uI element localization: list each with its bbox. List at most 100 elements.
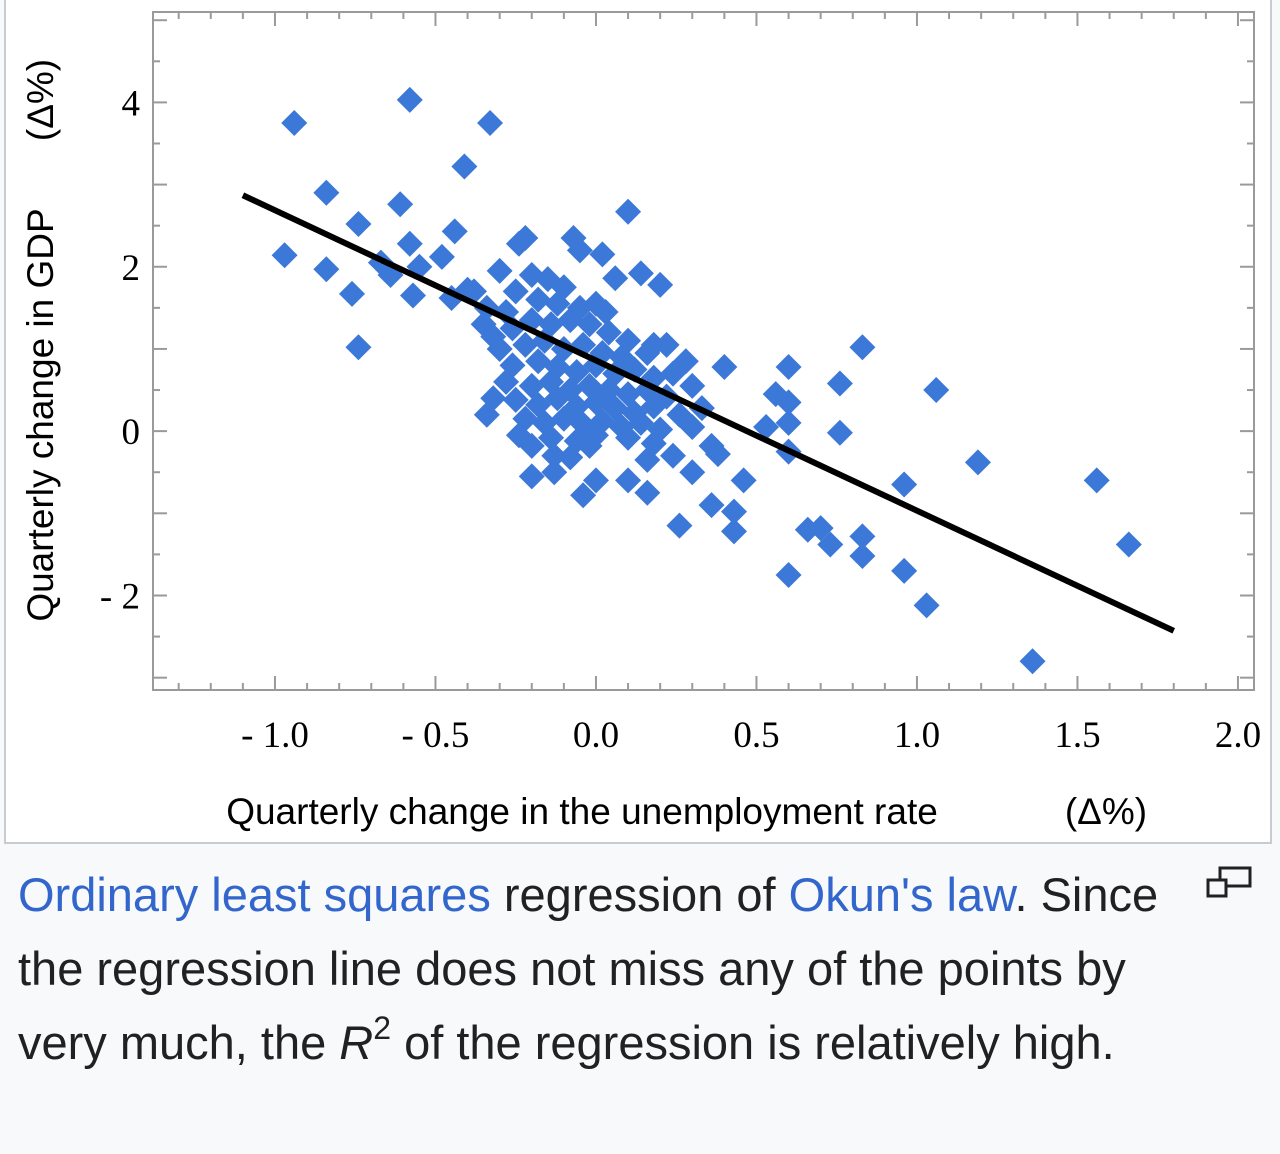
x-tick-label: 2.0 [1215,715,1261,756]
data-point [550,405,577,432]
enlarge-icon[interactable] [1206,866,1252,898]
link-ordinary-least-squares[interactable]: Ordinary least squares [18,868,491,921]
x-tick-label: 0.5 [733,715,779,756]
data-point [849,334,876,361]
data-point [615,424,642,451]
data-point [576,432,603,459]
data-point [666,512,693,539]
r-variable: R [339,1016,374,1069]
x-tick-label: - 1.0 [241,715,309,756]
data-point [775,409,802,436]
data-point [826,419,853,446]
y-axis: - 2 0 2 4 [100,19,1254,679]
data-point [775,354,802,381]
data-point [518,463,545,490]
data-point [339,280,366,307]
data-point [817,531,844,558]
data-point [387,191,414,218]
x-tick-label: 0.0 [573,715,619,756]
data-point [502,386,529,413]
y-axis-unit: (Δ%) [20,59,61,141]
x-axis-unit: (Δ%) [1065,791,1147,832]
data-point [582,467,609,494]
data-point [1083,467,1110,494]
y-tick-label: 0 [122,412,141,453]
data-point [345,211,372,238]
data-point [849,523,876,550]
data-point [640,393,667,420]
data-point [428,243,455,270]
caption-text: regression of [490,868,789,921]
data-point [698,492,725,519]
x-axis: - 1.0 - 0.5 0.0 0.5 1.0 1.5 2.0 [177,12,1261,756]
data-point [541,442,568,469]
data-point [595,319,622,346]
data-point [704,441,731,468]
plot-area [152,11,1255,691]
data-point [660,442,687,469]
data-point [891,557,918,584]
y-tick-label: 4 [122,83,141,124]
data-point [660,360,687,387]
caption-text: . Since the regression line does not mis… [18,868,1159,1069]
data-point [826,370,853,397]
data-point [602,265,629,292]
data-point [627,260,654,287]
data-point [493,368,520,395]
y-axis-title: Quarterly change in GDP [20,208,61,621]
caption-text: of the regression is relatively high. [391,1016,1115,1069]
data-point [576,311,603,338]
data-point [720,498,747,525]
data-point [396,86,423,113]
data-point [964,449,991,476]
data-point [544,385,571,412]
data-point [451,153,478,180]
data-point [441,218,468,245]
data-point [541,459,568,486]
data-point [679,414,706,441]
data-point [512,331,539,358]
data-point [720,518,747,545]
data-point [589,241,616,268]
data-point [345,334,372,361]
y-tick-label: - 2 [100,576,140,617]
regression-line [241,192,1176,634]
data-point [891,471,918,498]
data-point [640,331,667,358]
x-tick-label: 1.0 [894,715,940,756]
data-point [647,271,674,298]
data-point [592,298,619,325]
x-tick-label: - 0.5 [402,715,470,756]
data-point [538,424,565,451]
data-point [634,446,661,473]
data-point [615,467,642,494]
data-point [1115,531,1142,558]
data-point [525,286,552,313]
data-point [313,256,340,283]
data-point [923,377,950,404]
data-point [566,237,593,264]
plot-border [152,11,1255,691]
data-point [849,543,876,570]
data-point [557,444,584,471]
data-point [502,278,529,305]
y-tick-label: 2 [122,248,141,289]
x-axis-title: Quarterly change in the unemployment rat… [226,791,938,832]
data-point [518,432,545,459]
data-point [525,348,552,375]
data-point [313,179,340,206]
data-point [775,561,802,588]
data-point [281,109,308,136]
data-point [486,257,513,284]
data-point [557,307,584,334]
data-point [615,198,642,225]
data-point [570,482,597,509]
data-point [396,230,423,257]
link-okuns-law[interactable]: Okun's law [788,868,1015,921]
data-point [634,479,661,506]
data-point [550,274,577,301]
r-squared-exponent: 2 [373,1010,392,1047]
data-point [400,282,427,309]
data-point [711,354,738,381]
data-point [486,335,513,362]
